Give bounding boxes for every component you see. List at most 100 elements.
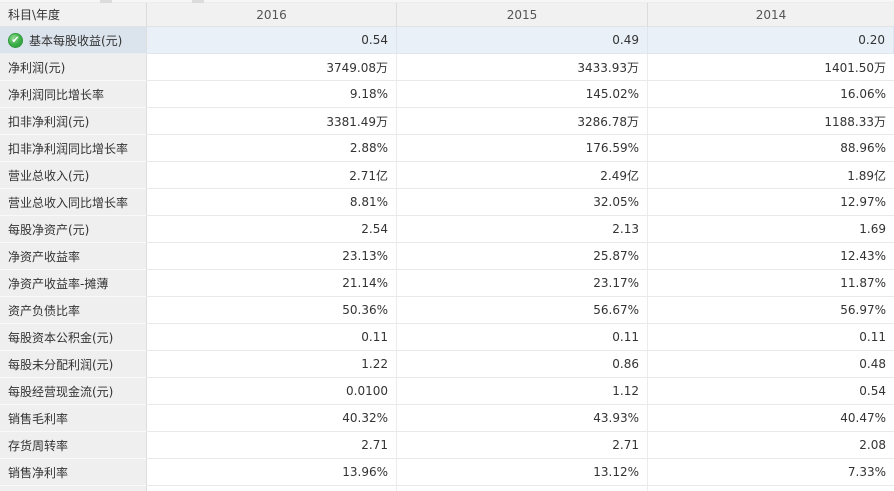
- value-cell: 9.18%: [147, 81, 397, 108]
- table-row[interactable]: 扣非净利润(元) 3381.49万 3286.78万 1188.33万: [0, 108, 894, 135]
- value-cell: 1.69: [648, 216, 894, 243]
- metric-label-cell[interactable]: 扣非净利润同比增长率: [0, 135, 147, 162]
- table-body: ✔ 基本每股收益(元) 0.54 0.49 0.20 净利润(元) 3749.08万 3433…: [0, 27, 894, 486]
- tab-edge-notch: [100, 0, 112, 3]
- metric-label: 营业总收入(元): [8, 168, 90, 183]
- table-row[interactable]: 每股资本公积金(元) 0.11 0.11 0.11: [0, 324, 894, 351]
- metric-label-cell[interactable]: ✔ 基本每股收益(元): [0, 27, 147, 54]
- metric-label-cell[interactable]: 每股资本公积金(元): [0, 324, 147, 351]
- value-cell: 2.88%: [147, 135, 397, 162]
- value-cell: 40.47%: [648, 405, 894, 432]
- metric-label-cell[interactable]: 净利润(元): [0, 54, 147, 81]
- metric-label: 销售毛利率: [8, 411, 69, 426]
- value-cell: 8.81%: [147, 189, 397, 216]
- value-cell: 2.13: [397, 216, 648, 243]
- table-row[interactable]: 资产负债比率 50.36% 56.67% 56.97%: [0, 297, 894, 324]
- metric-label: 扣非净利润同比增长率: [8, 141, 129, 156]
- metric-label: 每股未分配利润(元): [8, 357, 114, 372]
- metric-label: 净利润同比增长率: [8, 87, 105, 102]
- metric-label-cell[interactable]: 每股经营现金流(元): [0, 378, 147, 405]
- metric-label-cell[interactable]: 每股净资产(元): [0, 216, 147, 243]
- table-row[interactable]: 每股净资产(元) 2.54 2.13 1.69: [0, 216, 894, 243]
- metric-label-cell[interactable]: 销售毛利率: [0, 405, 147, 432]
- year-header-2015: 2015: [397, 3, 648, 27]
- metric-label-cell[interactable]: 营业总收入(元): [0, 162, 147, 189]
- metric-label-cell[interactable]: 资产负债比率: [0, 297, 147, 324]
- value-cell: 21.14%: [147, 270, 397, 297]
- check-circle-icon: ✔: [8, 32, 23, 48]
- metric-label-cell[interactable]: 销售净利率: [0, 459, 147, 486]
- metric-label: 存货周转率: [8, 438, 69, 453]
- table-row[interactable]: 每股未分配利润(元) 1.22 0.86 0.48: [0, 351, 894, 378]
- year-header-2014: 2014: [648, 3, 894, 27]
- value-cell: 3286.78万: [397, 108, 648, 135]
- metric-label-cell[interactable]: 扣非净利润(元): [0, 108, 147, 135]
- table-row[interactable]: 净资产收益率-摊薄 21.14% 23.17% 11.87%: [0, 270, 894, 297]
- metric-label-cell[interactable]: 净资产收益率-摊薄: [0, 270, 147, 297]
- metric-label: 每股净资产(元): [8, 222, 90, 237]
- table-row[interactable]: 营业总收入(元) 2.71亿 2.49亿 1.89亿: [0, 162, 894, 189]
- metric-label-cell[interactable]: 净利润同比增长率: [0, 81, 147, 108]
- value-cell: 7.33%: [648, 459, 894, 486]
- table-row-partial: [0, 486, 894, 491]
- value-cell: 0.11: [147, 324, 397, 351]
- value-cell: 23.17%: [397, 270, 648, 297]
- value-cell: 0.54: [648, 378, 894, 405]
- metric-label-cell: [0, 486, 147, 491]
- value-cell: 16.06%: [648, 81, 894, 108]
- value-cell: 0.11: [397, 324, 648, 351]
- value-cell: 3433.93万: [397, 54, 648, 81]
- value-cell: 0.20: [648, 27, 894, 54]
- table-row[interactable]: 净利润(元) 3749.08万 3433.93万 1401.50万: [0, 54, 894, 81]
- table-row[interactable]: 净资产收益率 23.13% 25.87% 12.43%: [0, 243, 894, 270]
- value-cell: 3749.08万: [147, 54, 397, 81]
- table-row[interactable]: 每股经营现金流(元) 0.0100 1.12 0.54: [0, 378, 894, 405]
- value-cell: 23.13%: [147, 243, 397, 270]
- value-cell: 0.54: [147, 27, 397, 54]
- value-cell: 2.08: [648, 432, 894, 459]
- value-cell: 13.12%: [397, 459, 648, 486]
- table-row[interactable]: 销售净利率 13.96% 13.12% 7.33%: [0, 459, 894, 486]
- value-cell: 43.93%: [397, 405, 648, 432]
- table-row[interactable]: 净利润同比增长率 9.18% 145.02% 16.06%: [0, 81, 894, 108]
- table-header-row: 科目\年度 2016 2015 2014: [0, 3, 894, 27]
- value-cell: 0.49: [397, 27, 648, 54]
- metric-label-cell[interactable]: 存货周转率: [0, 432, 147, 459]
- metric-label: 每股经营现金流(元): [8, 384, 114, 399]
- table-row[interactable]: 存货周转率 2.71 2.71 2.08: [0, 432, 894, 459]
- value-cell: 0.0100: [147, 378, 397, 405]
- table-row[interactable]: 销售毛利率 40.32% 43.93% 40.47%: [0, 405, 894, 432]
- metric-label-cell[interactable]: 净资产收益率: [0, 243, 147, 270]
- value-cell: [397, 486, 648, 491]
- value-cell: 88.96%: [648, 135, 894, 162]
- metric-label: 资产负债比率: [8, 303, 81, 318]
- metric-label: 净资产收益率: [8, 249, 81, 264]
- metric-label: 扣非净利润(元): [8, 114, 90, 129]
- value-cell: 32.05%: [397, 189, 648, 216]
- value-cell: 56.67%: [397, 297, 648, 324]
- value-cell: 50.36%: [147, 297, 397, 324]
- corner-header-cell: 科目\年度: [0, 3, 147, 27]
- value-cell: 176.59%: [397, 135, 648, 162]
- value-cell: 0.11: [648, 324, 894, 351]
- value-cell: 25.87%: [397, 243, 648, 270]
- metric-label: 销售净利率: [8, 465, 69, 480]
- value-cell: 56.97%: [648, 297, 894, 324]
- value-cell: 12.43%: [648, 243, 894, 270]
- metric-label-cell[interactable]: 每股未分配利润(元): [0, 351, 147, 378]
- value-cell: 11.87%: [648, 270, 894, 297]
- year-header-2016: 2016: [147, 3, 397, 27]
- metric-label: 基本每股收益(元): [29, 33, 123, 48]
- top-edge-strip: [0, 0, 894, 3]
- value-cell: 12.97%: [648, 189, 894, 216]
- table-row[interactable]: 营业总收入同比增长率 8.81% 32.05% 12.97%: [0, 189, 894, 216]
- value-cell: 2.49亿: [397, 162, 648, 189]
- metric-label: 营业总收入同比增长率: [8, 195, 129, 210]
- table-row[interactable]: 扣非净利润同比增长率 2.88% 176.59% 88.96%: [0, 135, 894, 162]
- table-row[interactable]: ✔ 基本每股收益(元) 0.54 0.49 0.20: [0, 27, 894, 54]
- value-cell: 0.86: [397, 351, 648, 378]
- value-cell: 1401.50万: [648, 54, 894, 81]
- metric-label-cell[interactable]: 营业总收入同比增长率: [0, 189, 147, 216]
- value-cell: 2.71: [397, 432, 648, 459]
